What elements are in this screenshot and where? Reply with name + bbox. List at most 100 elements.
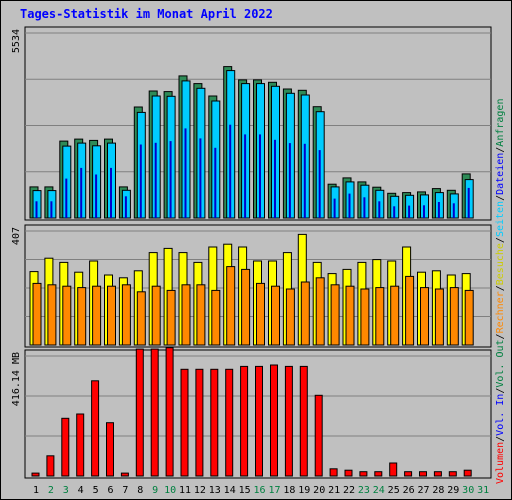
day-4-bars <box>76 413 85 477</box>
day-5-bars <box>91 380 100 477</box>
day-13-bars <box>208 246 221 346</box>
day-29-bars <box>448 471 457 477</box>
bar-rechner-day-6 <box>107 285 116 346</box>
bar-rechner-day-17 <box>271 285 280 346</box>
day-12-bars <box>193 83 206 219</box>
bar-rechner-day-24 <box>375 287 385 346</box>
bar-dateien-day-17 <box>274 139 276 218</box>
bar-dateien-day-29 <box>452 203 455 218</box>
day-14-bars <box>223 243 236 346</box>
day-1-bars <box>29 271 42 346</box>
day-1-bars <box>29 186 42 219</box>
bar-rechner-day-12 <box>196 284 206 346</box>
day-6-bars <box>104 274 116 346</box>
day-7-bars <box>120 472 129 477</box>
day-27-bars <box>417 271 429 346</box>
day-24-bars <box>374 471 383 477</box>
bar-dateien-day-9 <box>154 142 157 218</box>
side-legend-segment: Vol. In <box>495 394 506 436</box>
bar-dateien-day-23 <box>363 197 366 218</box>
x-tick-day-7: 7 <box>122 485 128 496</box>
day-6-bars <box>104 138 116 219</box>
bar-volumen-day-14 <box>225 368 234 477</box>
day-25-bars <box>387 192 400 219</box>
x-tick-day-3: 3 <box>63 485 69 496</box>
x-tick-day-10: 10 <box>164 485 176 496</box>
day-2-bars <box>46 455 55 477</box>
bar-volumen-day-17 <box>270 364 278 477</box>
side-legend-segment: Vol. Out <box>495 339 506 387</box>
day-3-bars <box>59 261 72 346</box>
side-legend-segment: / <box>495 147 506 153</box>
side-legend-segment: / <box>495 195 506 201</box>
bar-volumen-day-2 <box>46 455 55 477</box>
bar-volumen-day-20 <box>314 394 323 477</box>
x-tick-day-6: 6 <box>107 485 113 496</box>
day-20-bars <box>314 394 323 477</box>
bar-volumen-day-23 <box>359 471 368 477</box>
day-21-bars <box>327 183 340 219</box>
day-27-bars <box>419 471 427 477</box>
bar-dateien-day-2 <box>50 201 53 218</box>
day-30-bars <box>461 173 474 219</box>
x-tick-day-8: 8 <box>137 485 143 496</box>
bar-dateien-day-22 <box>348 193 351 218</box>
x-tick-day-22: 22 <box>343 485 355 496</box>
bar-rechner-day-29 <box>449 287 459 346</box>
bar-rechner-day-16 <box>256 282 265 346</box>
bar-rechner-day-18 <box>285 288 295 346</box>
day-28-bars <box>433 471 442 477</box>
x-tick-day-31: 31 <box>477 485 489 496</box>
day-27-bars <box>417 191 429 219</box>
x-tick-day-18: 18 <box>283 485 295 496</box>
bar-rechner-day-14 <box>226 266 236 346</box>
bar-dateien-day-12 <box>199 138 202 218</box>
day-14-bars <box>225 368 234 477</box>
day-18-bars <box>282 88 295 219</box>
x-tick-day-15: 15 <box>239 485 251 496</box>
bar-dateien-day-10 <box>169 141 172 218</box>
bar-rechner-day-15 <box>241 268 251 346</box>
bar-volumen-day-9 <box>150 348 159 477</box>
bar-rechner-day-8 <box>136 291 146 346</box>
bar-volumen-day-18 <box>284 365 293 477</box>
day-10-bars <box>165 347 174 477</box>
bar-rechner-day-26 <box>405 275 415 346</box>
x-tick-day-20: 20 <box>313 485 325 496</box>
day-11-bars <box>178 75 191 219</box>
bar-dateien-day-30 <box>467 187 470 218</box>
bar-rechner-day-23 <box>360 288 370 346</box>
day-17-bars <box>268 260 280 346</box>
bar-rechner-day-11 <box>181 284 191 346</box>
x-tick-day-9: 9 <box>152 485 158 496</box>
day-26-bars <box>402 192 415 219</box>
bar-dateien-day-4 <box>80 167 83 218</box>
x-tick-day-27: 27 <box>417 485 429 496</box>
day-16-bars <box>253 260 265 346</box>
day-10-bars <box>163 247 176 346</box>
side-legend-segment: / <box>495 333 506 339</box>
bar-volumen-day-5 <box>91 380 100 477</box>
side-legend-segment: Seiten <box>495 201 506 237</box>
day-4-bars <box>74 271 87 346</box>
bar-volumen-day-30 <box>463 469 472 477</box>
bar-dateien-day-3 <box>65 178 68 218</box>
chart-title: Tages-Statistik im Monat April 2022 <box>20 7 273 21</box>
day-7-bars <box>118 186 131 219</box>
day-26-bars <box>404 471 413 477</box>
x-tick-day-28: 28 <box>432 485 444 496</box>
bar-dateien-day-25 <box>393 206 396 218</box>
side-legend-segment: Volumen <box>495 442 506 484</box>
bar-volumen-day-24 <box>374 471 383 477</box>
x-tick-day-14: 14 <box>224 485 236 496</box>
bar-dateien-day-6 <box>110 167 112 218</box>
panels-layer: 5534 407 416.14 MB <box>11 26 492 479</box>
day-8-bars <box>133 106 146 219</box>
day-24-bars <box>372 186 385 219</box>
day-22-bars <box>342 268 355 346</box>
bar-dateien-day-15 <box>244 134 247 218</box>
day-17-bars <box>270 364 278 477</box>
day-16-bars <box>255 365 263 477</box>
bar-dateien-day-14 <box>229 124 232 218</box>
